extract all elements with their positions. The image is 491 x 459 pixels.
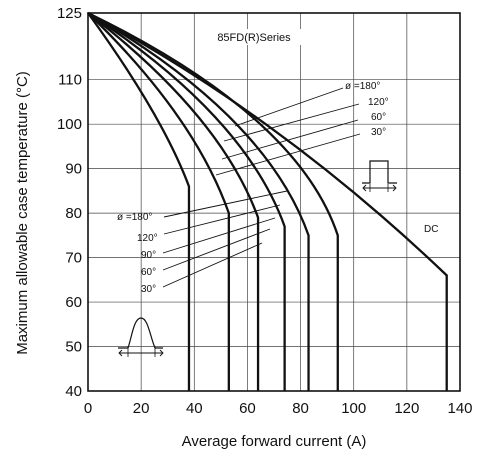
square-label-180: ø =180°	[345, 81, 380, 92]
sine-label-60: 60°	[141, 267, 156, 278]
x-tick-label: 20	[133, 400, 150, 417]
sine-label-180: ø =180°	[117, 212, 152, 223]
x-tick-label: 100	[341, 400, 366, 417]
sine-label-120: 120°	[137, 233, 158, 244]
sine-label-90: 90°	[141, 250, 156, 261]
dc-label: DC	[424, 224, 438, 235]
y-tick-label: 125	[57, 5, 82, 22]
x-tick-label: 60	[239, 400, 256, 417]
grid-lines	[88, 13, 460, 391]
x-tick-label: 80	[292, 400, 309, 417]
label-leaders	[162, 87, 361, 288]
y-tick-label: 80	[65, 205, 82, 222]
series-curves	[87, 11, 448, 391]
square-label-120: 120°	[368, 97, 389, 108]
square-waveform-icon	[362, 160, 397, 192]
x-tick-label: 40	[186, 400, 203, 417]
y-tick-label: 40	[65, 383, 82, 400]
square-label-60: 60°	[371, 112, 386, 123]
x-tick-label: 0	[84, 400, 92, 417]
series-line-sine-2	[87, 12, 260, 391]
y-tick-label: 100	[57, 116, 82, 133]
y-tick-label: 50	[65, 339, 82, 356]
y-axis-title: Maximum allowable case temperature (°C)	[14, 71, 31, 355]
sine-label-30: 30°	[141, 284, 156, 295]
y-tick-label: 90	[65, 161, 82, 178]
square-label-30: 30°	[371, 127, 386, 138]
plot-frame	[87, 12, 461, 392]
series-line-sine-3	[87, 12, 286, 391]
series-line-sine-1	[87, 12, 230, 391]
series-line-sine-4	[87, 12, 310, 391]
series-line-sine-0	[87, 12, 191, 391]
chart-title-box	[201, 29, 307, 45]
y-tick-label: 110	[58, 72, 82, 89]
y-tick-label: 70	[65, 250, 82, 267]
sine-waveform-icon	[118, 317, 164, 357]
x-tick-label: 120	[394, 400, 419, 417]
x-tick-label: 140	[447, 400, 472, 417]
x-axis-title: Average forward current (A)	[182, 433, 367, 450]
tick-labels: 0 20 40 60 80 100 120 140 40 50 60 70 80 90 100 110 125	[57, 5, 473, 417]
y-tick-label: 60	[65, 294, 82, 311]
series-line-dc-6	[87, 11, 448, 391]
chart-title: 85FD(R)Series	[217, 32, 291, 44]
series-line-square-5	[87, 11, 339, 391]
